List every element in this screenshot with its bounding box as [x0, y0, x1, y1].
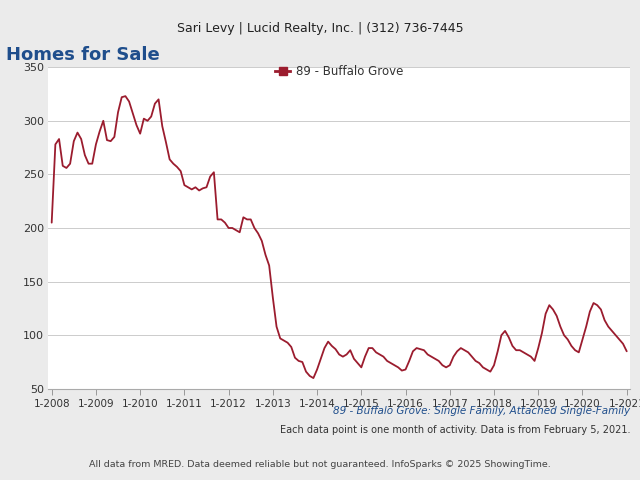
- Text: 89 - Buffalo Grove: Single Family, Attached Single-Family: 89 - Buffalo Grove: Single Family, Attac…: [333, 406, 630, 416]
- Legend: 89 - Buffalo Grove: 89 - Buffalo Grove: [271, 60, 408, 83]
- Text: Sari Levy | Lucid Realty, Inc. | (312) 736-7445: Sari Levy | Lucid Realty, Inc. | (312) 7…: [177, 22, 463, 35]
- Text: All data from MRED. Data deemed reliable but not guaranteed. InfoSparks © 2025 S: All data from MRED. Data deemed reliable…: [89, 460, 551, 469]
- Text: Each data point is one month of activity. Data is from February 5, 2021.: Each data point is one month of activity…: [280, 425, 630, 435]
- Text: Homes for Sale: Homes for Sale: [6, 46, 160, 63]
